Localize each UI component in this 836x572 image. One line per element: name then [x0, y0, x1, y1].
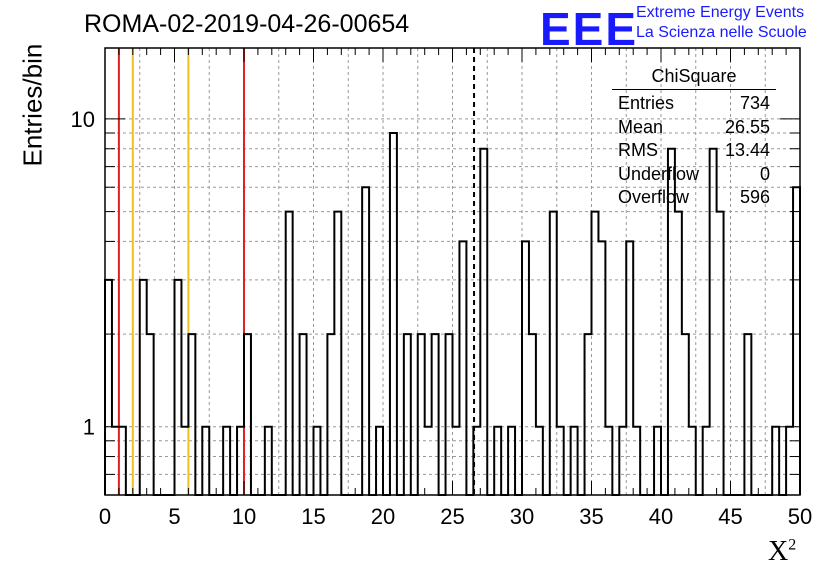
chart-title: ROMA-02-2019-04-26-00654 [84, 10, 410, 38]
x-tick-label: 35 [579, 504, 603, 529]
stats-row-underflow: Underflow 0 [618, 163, 770, 184]
y-tick-label: 10 [71, 107, 95, 132]
x-axis-label: X2 [768, 536, 797, 567]
stats-row-entries: Entries 734 [618, 93, 770, 113]
x-tick-label: 15 [301, 504, 325, 529]
reference-lines [117, 48, 476, 495]
stats-row-mean: Mean 26.55 [618, 116, 770, 137]
x-tick-label: 30 [510, 504, 534, 529]
y-tick-label: 1 [83, 415, 95, 440]
x-axis-ticks: 0 5 10 15 20 25 30 35 40 45 50 [99, 48, 812, 529]
x-tick-label: 25 [440, 504, 464, 529]
logo-line-1: Extreme Energy Events [636, 4, 805, 21]
eee-logo: EEE [540, 3, 639, 55]
x-tick-label: 0 [99, 504, 111, 529]
x-tick-label: 40 [649, 504, 673, 529]
stats-box: ChiSquare Entries 734 Mean 26.55 RMS 13.44 … [612, 66, 776, 210]
x-tick-label: 20 [371, 504, 395, 529]
x-tick-label: 45 [718, 504, 742, 529]
y-axis-ticks: 1 10 [71, 107, 800, 496]
x-tick-label: 10 [232, 504, 256, 529]
x-tick-label: 50 [788, 504, 812, 529]
x-tick-label: 5 [168, 504, 180, 529]
stats-row-overflow: Overflow 596 [618, 187, 770, 207]
stats-title: ChiSquare [651, 66, 737, 86]
stats-row-rms: RMS 13.44 [618, 140, 770, 160]
y-axis-label: Entries/bin [17, 43, 48, 167]
stats-divider [612, 89, 776, 90]
logo-line-2: La Scienza nelle Scuole [636, 24, 807, 41]
